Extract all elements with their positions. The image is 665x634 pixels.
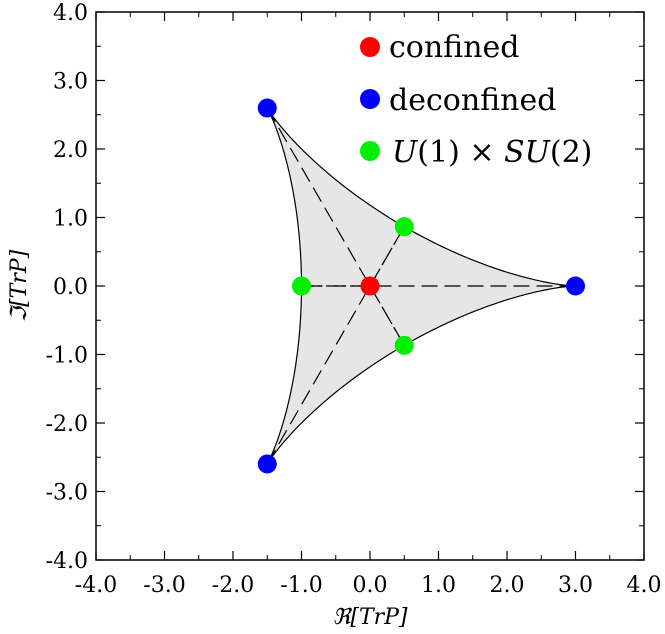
- legend-label-u1-su2: U(1) × SU(2): [392, 135, 592, 170]
- x-tick-label: 0.0: [353, 573, 388, 598]
- legend-marker-u1-su2: [360, 141, 380, 161]
- x-tick-label: 4.0: [627, 573, 662, 598]
- y-tick-label: -3.0: [46, 481, 88, 506]
- y-tick-label: 2.0: [53, 138, 88, 163]
- legend-label-deconfined: deconfined: [389, 83, 556, 118]
- y-tick-label: -1.0: [46, 344, 88, 369]
- x-axis-label: ℜ[TrP]: [332, 605, 407, 630]
- point-u-1-su-2: [292, 276, 311, 296]
- y-tick-label: 4.0: [53, 1, 88, 26]
- y-tick-label: 0.0: [53, 275, 88, 300]
- x-tick-labels: -4.0 -3.0 -2.0 -1.0 0.0 1.0 2.0 3.0 4.0: [75, 573, 662, 598]
- point-u-1-su-2: [394, 335, 414, 355]
- legend-label-confined: confined: [389, 30, 519, 65]
- point-deconfined: [257, 454, 277, 474]
- y-tick-label: 3.0: [53, 70, 88, 95]
- guide-lines: [266, 107, 576, 465]
- x-tick-label: 2.0: [490, 573, 525, 598]
- axis-ticks: [95, 11, 645, 561]
- x-tick-label: -3.0: [143, 573, 185, 598]
- x-tick-label: -1.0: [280, 573, 322, 598]
- data-points: [257, 98, 585, 474]
- guide-line-short-2: [369, 226, 405, 287]
- x-tick-label: 3.0: [558, 573, 593, 598]
- legend-label-u1-su2-part-2: (1) ×: [417, 135, 504, 170]
- y-tick-label: -4.0: [46, 549, 88, 574]
- y-tick-labels: -4.0 -3.0 -2.0 -1.0 0.0 1.0 2.0 3.0 4.0: [46, 1, 88, 574]
- y-axis-label: ℑ[TrP]: [7, 249, 32, 322]
- point-confined: [360, 276, 380, 296]
- point-deconfined: [257, 98, 277, 118]
- y-tick-label: 1.0: [53, 207, 88, 232]
- x-tick-label: 1.0: [421, 573, 456, 598]
- legend-marker-deconfined: [360, 89, 380, 109]
- y-tick-label: -2.0: [46, 412, 88, 437]
- legend-label-u1-su2-part-4: (2): [550, 135, 593, 170]
- legend-label-u1-su2-part-1: U: [392, 135, 419, 170]
- legend: confined deconfined U(1) × SU(2): [360, 30, 592, 170]
- guide-line-short-3: [369, 285, 405, 346]
- legend-marker-confined: [360, 37, 380, 57]
- x-tick-label: -2.0: [212, 573, 254, 598]
- legend-label-u1-su2-part-3: SU: [504, 135, 552, 170]
- x-tick-label: -4.0: [75, 573, 117, 598]
- point-u-1-su-2: [394, 217, 414, 237]
- point-deconfined: [566, 276, 585, 296]
